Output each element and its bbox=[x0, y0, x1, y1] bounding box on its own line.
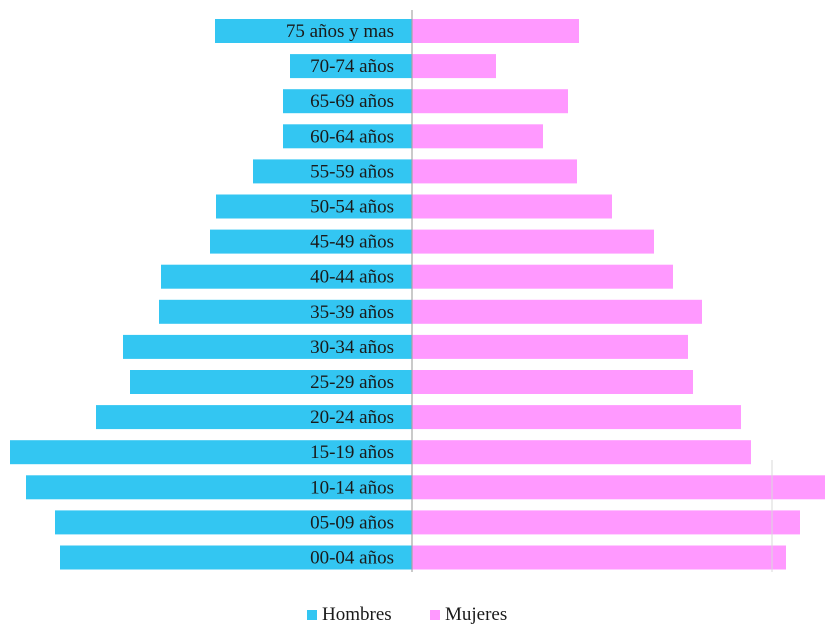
category-label: 65-69 años bbox=[310, 91, 394, 112]
category-label: 10-14 años bbox=[310, 477, 394, 498]
bar-hombres bbox=[290, 54, 412, 79]
category-label: 50-54 años bbox=[310, 197, 394, 218]
bar-hombres bbox=[216, 194, 412, 219]
bar-hombres bbox=[159, 299, 412, 324]
category-label: 00-04 años bbox=[310, 548, 394, 569]
legend-label: Hombres bbox=[322, 604, 392, 625]
bar-hombres bbox=[60, 545, 412, 570]
bars-group bbox=[10, 19, 825, 570]
bar-hombres bbox=[10, 440, 412, 465]
category-label: 25-29 años bbox=[310, 372, 394, 393]
category-label: 70-74 años bbox=[310, 56, 394, 77]
category-label: 75 años y mas bbox=[286, 21, 394, 42]
bar-hombres bbox=[215, 19, 412, 43]
bar-mujeres bbox=[412, 159, 577, 184]
legend-label: Mujeres bbox=[445, 604, 507, 625]
bar-hombres bbox=[253, 159, 412, 184]
legend-swatch bbox=[307, 610, 317, 620]
bar-mujeres bbox=[412, 229, 654, 254]
bar-hombres bbox=[55, 510, 412, 535]
bar-hombres bbox=[130, 370, 412, 394]
category-label: 60-64 años bbox=[310, 126, 394, 147]
bar-mujeres bbox=[412, 264, 673, 289]
bar-hombres bbox=[26, 475, 412, 500]
bar-mujeres bbox=[412, 124, 543, 149]
bar-mujeres bbox=[412, 334, 688, 359]
category-label: 05-09 años bbox=[310, 512, 394, 533]
category-label: 30-34 años bbox=[310, 337, 394, 358]
bar-hombres bbox=[123, 334, 412, 359]
category-labels-group: 75 años y mas 70-74 años 65-69 años 60-64 a… bbox=[286, 21, 394, 569]
category-label: 55-59 años bbox=[310, 161, 394, 182]
bar-hombres bbox=[96, 405, 412, 430]
category-label: 15-19 años bbox=[310, 442, 394, 463]
bar-mujeres bbox=[412, 405, 741, 430]
bar-mujeres bbox=[412, 475, 825, 500]
bar-mujeres bbox=[412, 89, 568, 114]
legend: Hombres Mujeres bbox=[307, 604, 507, 625]
bar-mujeres bbox=[412, 54, 496, 79]
bar-mujeres bbox=[412, 19, 579, 43]
bar-hombres bbox=[210, 229, 412, 254]
bar-hombres bbox=[283, 89, 412, 114]
category-label: 35-39 años bbox=[310, 302, 394, 323]
category-label: 20-24 años bbox=[310, 407, 394, 428]
bar-mujeres bbox=[412, 510, 800, 535]
bar-mujeres bbox=[412, 370, 693, 394]
legend-swatch bbox=[430, 610, 440, 620]
bar-mujeres bbox=[412, 545, 786, 570]
bar-hombres bbox=[283, 124, 412, 149]
bar-hombres bbox=[161, 264, 412, 289]
category-label: 40-44 años bbox=[310, 267, 394, 288]
category-label: 45-49 años bbox=[310, 232, 394, 253]
bar-mujeres bbox=[412, 440, 751, 465]
bar-mujeres bbox=[412, 194, 612, 219]
bar-mujeres bbox=[412, 299, 702, 324]
